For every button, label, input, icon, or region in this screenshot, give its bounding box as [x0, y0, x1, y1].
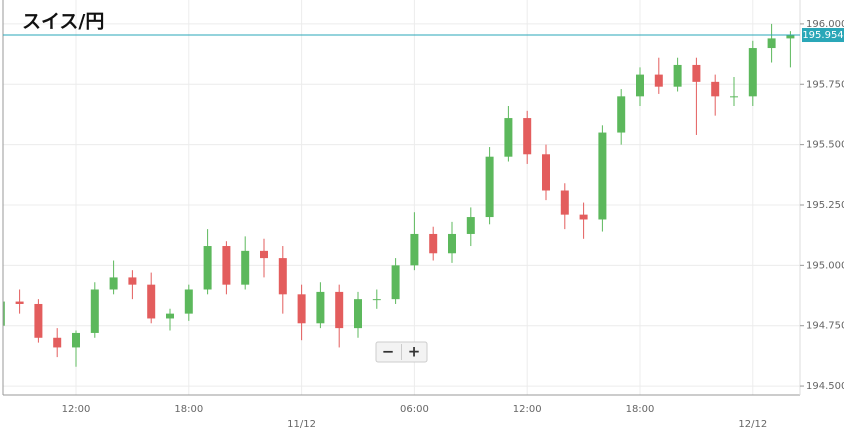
candle-body — [504, 118, 513, 157]
y-tick-label: 194.500 — [806, 381, 844, 392]
candle-body — [166, 313, 174, 319]
candle-body — [448, 233, 456, 254]
zoom-controls: − + — [375, 341, 428, 363]
last-price-box — [802, 28, 844, 43]
candle-body — [748, 48, 757, 97]
candle-body — [598, 132, 607, 220]
candle-body — [260, 250, 268, 259]
candle-body — [72, 332, 80, 348]
x-tick-label: 18:00 — [626, 404, 655, 415]
candle-body — [278, 258, 287, 295]
last-price-label: 195.954 — [802, 30, 843, 41]
candle-body — [109, 277, 118, 290]
candle-body — [354, 299, 362, 329]
candle-body — [617, 96, 626, 133]
candle-body — [767, 38, 776, 49]
candle-body — [786, 35, 795, 39]
candle-body — [523, 118, 532, 155]
candle-body — [34, 303, 43, 338]
candle-body — [579, 214, 588, 220]
y-tick-label: 195.000 — [806, 260, 844, 271]
candle-body — [184, 289, 193, 314]
y-tick-label: 195.750 — [806, 79, 844, 90]
candles — [3, 23, 795, 367]
chart-title: スイス/円 — [22, 11, 104, 33]
x-tick-label: 12:00 — [513, 404, 542, 415]
candle-body — [730, 96, 738, 98]
candle-body — [316, 291, 325, 324]
x-tick-label: 11/12 — [287, 419, 316, 430]
x-tick-label: 12:00 — [62, 404, 91, 415]
y-tick-label: 195.250 — [806, 200, 844, 211]
candle-body — [90, 289, 99, 333]
grid — [3, 0, 800, 395]
candle-body — [485, 156, 494, 218]
candle-body — [711, 81, 720, 97]
candle-body — [410, 233, 419, 266]
zoom-in-button[interactable]: + — [408, 343, 421, 361]
candle-body — [3, 301, 5, 326]
y-tick-label: 194.750 — [806, 321, 844, 332]
candle-body — [297, 294, 306, 324]
candle-body — [654, 74, 663, 87]
x-tick-label: 18:00 — [174, 404, 203, 415]
y-tick-label: 195.500 — [806, 140, 844, 151]
candle-body — [692, 64, 701, 82]
candle-body — [222, 246, 231, 285]
y-tick-label: 196.000 — [806, 19, 844, 30]
candle-body — [429, 233, 438, 254]
x-tick-label: 12/12 — [738, 419, 767, 430]
candle-body — [147, 284, 156, 319]
candle-body — [560, 190, 569, 215]
candle-body — [203, 246, 212, 290]
candle-body — [391, 265, 400, 300]
x-tick-label: 06:00 — [400, 404, 429, 415]
candle-body — [542, 154, 550, 191]
candle-body — [636, 74, 644, 97]
candle-body — [53, 337, 62, 348]
candle-body — [673, 64, 682, 87]
candle-body — [241, 250, 250, 285]
candle-body — [466, 217, 475, 234]
candle-body — [335, 291, 344, 329]
zoom-out-button[interactable]: − — [382, 343, 395, 361]
candle-body — [128, 277, 137, 285]
candle-body — [15, 301, 24, 304]
candle-body — [372, 299, 381, 301]
